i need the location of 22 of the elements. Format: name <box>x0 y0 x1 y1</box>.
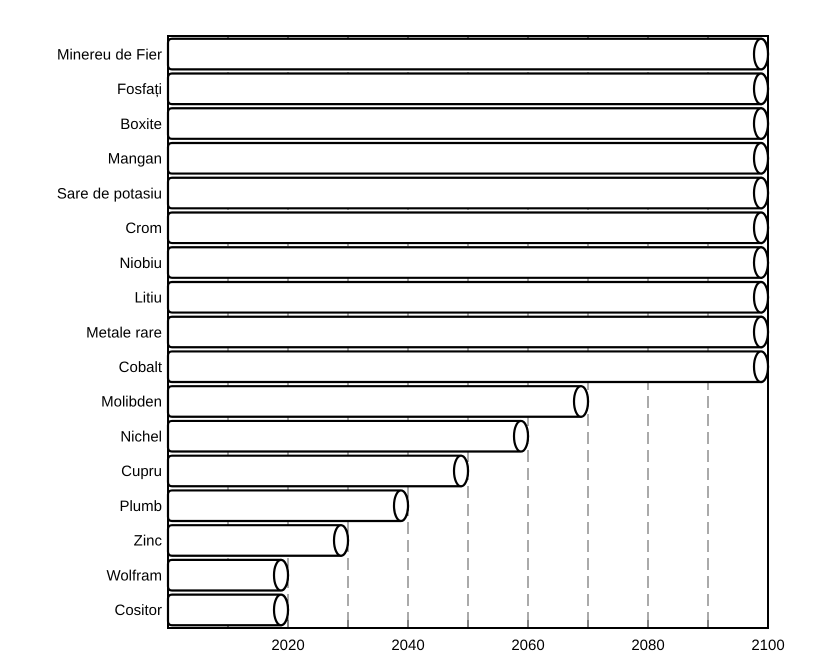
y-tick-label: Nichel <box>120 428 162 446</box>
y-tick-label: Crom <box>125 220 162 238</box>
y-tick-label: Fosfați <box>116 81 162 98</box>
x-tick-label: 2040 <box>391 637 425 654</box>
y-tick-label: Sare de potasiu <box>56 185 162 202</box>
y-tick-label: Litiu <box>134 290 162 307</box>
y-tick-label: Metale rare <box>86 324 162 342</box>
y-tick-label: Cupru <box>121 463 162 480</box>
y-tick-label: Mangan <box>108 150 162 168</box>
x-tick-label: 2100 <box>751 637 785 654</box>
x-tick-label: 2080 <box>631 637 665 654</box>
y-tick-label: Minereu de Fier <box>56 46 162 64</box>
y-tick-label: Plumb <box>119 498 162 515</box>
y-tick-label: Niobiu <box>119 254 162 272</box>
x-tick-label: 2060 <box>511 637 545 654</box>
y-tick-label: Zinc <box>134 532 162 550</box>
x-tick-label: 2020 <box>271 637 305 654</box>
y-tick-label: Boxite <box>120 116 162 133</box>
y-tick-label: Cobalt <box>118 358 163 376</box>
y-tick-label: Molibden <box>101 394 162 411</box>
y-tick-label: Wolfram <box>106 567 162 584</box>
y-tick-label: Cositor <box>114 602 162 620</box>
